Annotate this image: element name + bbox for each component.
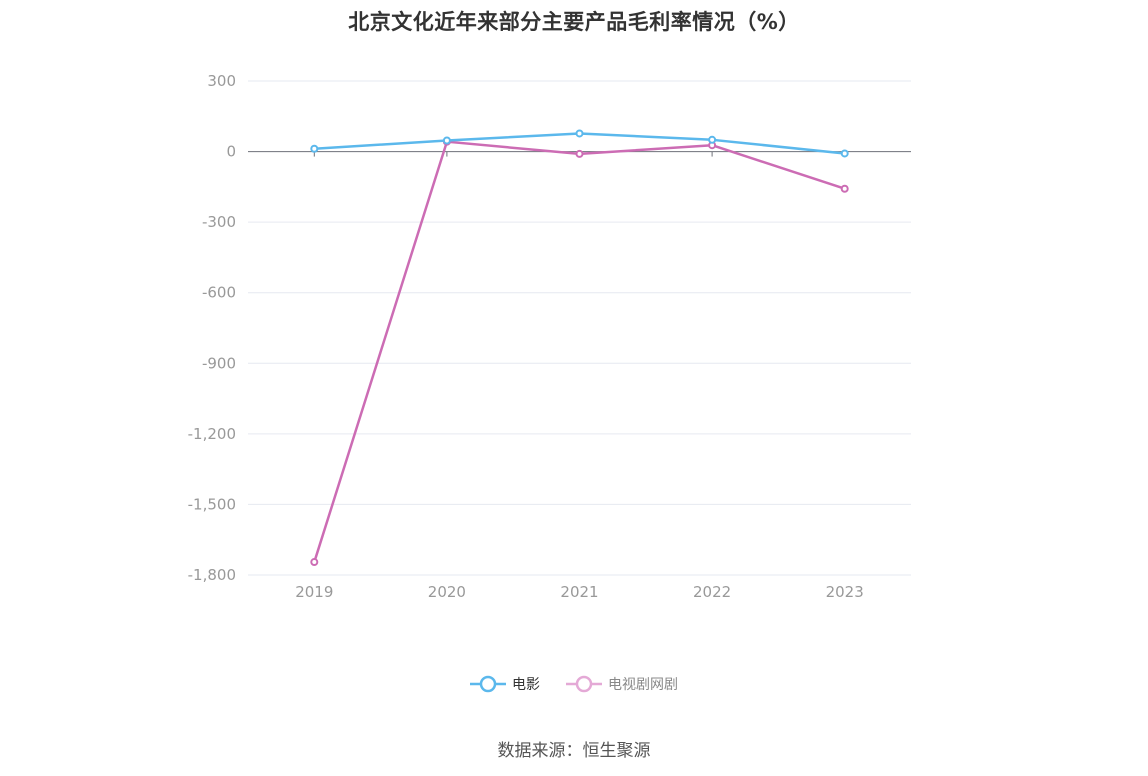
y-tick-label: -1,200 [188, 425, 236, 443]
data-point-film [708, 135, 717, 144]
data-point-film [840, 149, 849, 158]
x-tick-label: 2022 [693, 583, 731, 601]
data-point-tv [840, 184, 849, 193]
x-tick-label: 2019 [295, 583, 333, 601]
legend: 电影 电视剧网剧 [0, 674, 1148, 694]
x-tick-label: 2023 [826, 583, 864, 601]
data-point-film [310, 144, 319, 153]
y-tick-label: -1,500 [188, 495, 236, 513]
y-tick-label: 300 [207, 72, 236, 90]
y-tick-label: -600 [202, 284, 236, 302]
data-point-tv [310, 558, 319, 567]
legend-item-tv[interactable]: 电视剧网剧 [566, 674, 678, 694]
x-tick-label: 2021 [560, 583, 598, 601]
y-tick-label: -300 [202, 213, 236, 231]
data-source: 数据来源：恒生聚源 [497, 741, 651, 761]
chart-title: 北京文化近年来部分主要产品毛利率情况（%） [348, 10, 800, 34]
data-point-film [575, 129, 584, 138]
data-point-film [442, 136, 451, 145]
data-point-tv [575, 149, 584, 158]
legend-label-tv: 电视剧网剧 [608, 677, 678, 693]
x-tick-label: 2020 [428, 583, 466, 601]
y-tick-label: -1,800 [188, 566, 236, 584]
legend-label-film: 电影 [512, 677, 540, 693]
legend-marker-tv [566, 675, 602, 693]
legend-marker-film [470, 675, 506, 693]
y-tick-label: 0 [226, 143, 236, 161]
y-tick-label: -900 [202, 354, 236, 372]
legend-item-film[interactable]: 电影 [470, 674, 540, 694]
series-line-tv [313, 140, 846, 563]
